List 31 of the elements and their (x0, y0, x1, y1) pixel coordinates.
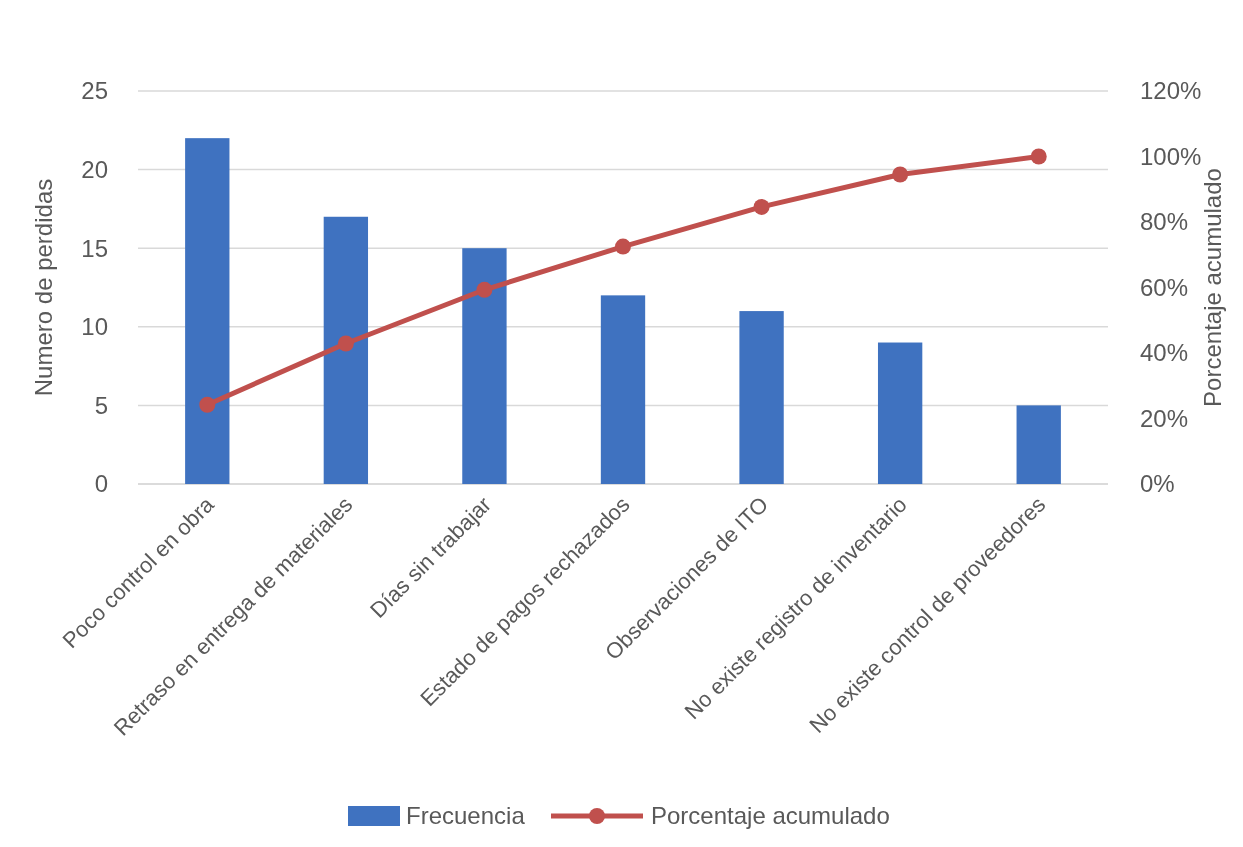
y-axis-title: Numero de perdidas (30, 178, 57, 397)
y2-tick-label: 60% (1140, 273, 1189, 301)
bar (877, 342, 923, 484)
bar (462, 248, 507, 484)
y2-tick-label: 20% (1140, 404, 1189, 432)
bar (600, 295, 646, 484)
point (1030, 148, 1047, 165)
point (753, 198, 770, 215)
point (892, 166, 909, 183)
point (199, 396, 216, 413)
y-tick-label: 20 (81, 156, 108, 183)
bar (739, 311, 784, 484)
y-tick-label: 15 (81, 234, 108, 262)
legend-label: Porcentaje acumulado (651, 802, 890, 830)
y-tick-label: 10 (81, 313, 108, 341)
y2-tick-label: 100% (1140, 142, 1202, 170)
y2-tick-label: 80% (1140, 208, 1189, 236)
y-tick-label: 5 (94, 391, 108, 419)
bar (185, 138, 230, 484)
y-tick-label: 25 (81, 77, 108, 105)
point (476, 281, 493, 298)
y2-tick-label: 0% (1140, 470, 1175, 498)
y2-axis-title: Porcentaje acumulado (1199, 168, 1227, 407)
bar (1016, 405, 1061, 484)
legend-label: Frecuencia (406, 802, 526, 830)
point (615, 238, 631, 255)
y2-tick-label: 40% (1140, 339, 1189, 367)
y-tick-label: 0 (94, 470, 108, 498)
point (337, 335, 354, 352)
y2-tick-label: 120% (1140, 77, 1202, 105)
bar (323, 216, 369, 484)
